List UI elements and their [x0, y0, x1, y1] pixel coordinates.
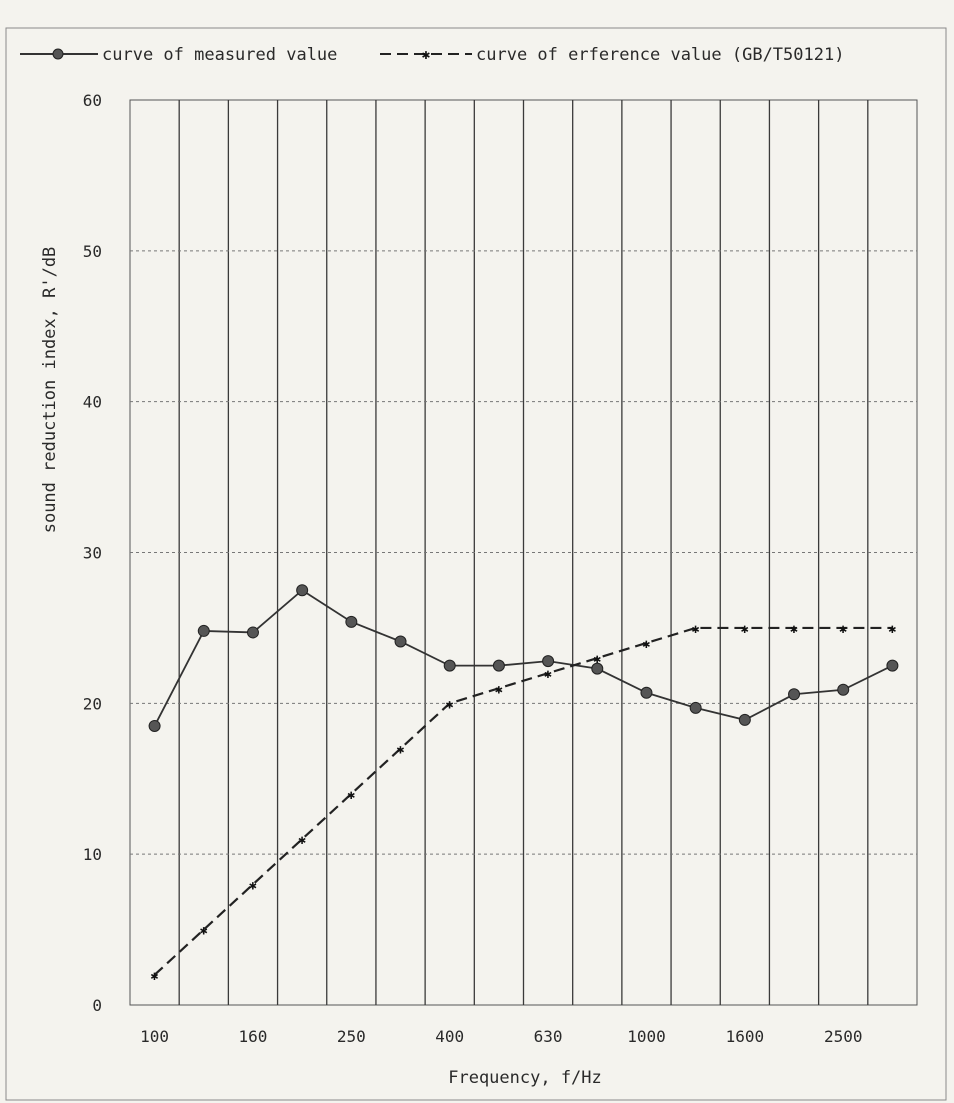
reference-point: ✱ [249, 878, 257, 893]
y-tick-label: 40 [83, 393, 102, 412]
x-tick-label: 160 [239, 1027, 268, 1046]
y-tick-label: 10 [83, 845, 102, 864]
x-tick-label: 1600 [726, 1027, 765, 1046]
reference-series-line [153, 626, 893, 976]
reference-point: ✱ [347, 788, 355, 803]
measured-point [640, 686, 653, 699]
legend: curve of measured value ✱ curve of erfer… [20, 45, 844, 65]
reference-point: ✱ [643, 637, 651, 652]
measured-point [246, 626, 259, 639]
y-tick-label: 30 [83, 544, 102, 563]
legend-measured-marker [52, 48, 64, 60]
grid [130, 100, 917, 1005]
measured-point [345, 615, 358, 628]
x-axis-label: Frequency, f/Hz [448, 1068, 602, 1088]
y-tick-label: 0 [92, 996, 102, 1015]
legend-reference-label: curve of erference value (GB/T50121) [476, 45, 844, 65]
y-tick-label: 50 [83, 242, 102, 261]
reference-point: ✱ [839, 622, 847, 637]
measured-point [788, 688, 801, 701]
y-tick-label: 60 [83, 91, 102, 110]
x-tick-label: 400 [435, 1027, 464, 1046]
reference-point: ✱ [790, 622, 798, 637]
y-axis-label: sound reduction index, R'/dB [40, 247, 60, 534]
outer-frame [5, 27, 947, 1101]
reference-point: ✱ [200, 924, 208, 939]
legend-reference-marker: ✱ [422, 47, 431, 63]
measured-point [837, 683, 850, 696]
reference-point: ✱ [593, 652, 601, 667]
x-tick-label: 630 [534, 1027, 563, 1046]
reference-point: ✱ [446, 697, 454, 712]
reference-point: ✱ [151, 969, 159, 984]
reference-point: ✱ [298, 833, 306, 848]
measured-point [591, 662, 604, 675]
measured-point [148, 719, 161, 732]
reference-point: ✱ [692, 622, 700, 637]
series: ✱ ✱ ✱ ✱ ✱ ✱ ✱ ✱ ✱ ✱ ✱ ✱ ✱ ✱ ✱ ✱ [148, 584, 899, 984]
measured-point [689, 701, 702, 714]
measured-point [296, 584, 309, 597]
legend-measured-label: curve of measured value [102, 45, 337, 65]
reference-point: ✱ [741, 622, 749, 637]
measured-point [738, 713, 751, 726]
x-tick-label: 2500 [824, 1027, 863, 1046]
measured-series-line [153, 589, 893, 727]
x-tick-labels: 100 160 250 400 630 1000 1600 2500 [140, 1027, 862, 1046]
x-tick-label: 1000 [627, 1027, 666, 1046]
y-tick-label: 20 [83, 694, 102, 713]
reference-point: ✱ [888, 622, 896, 637]
measured-point [886, 659, 899, 672]
measured-point [542, 655, 555, 668]
reference-point: ✱ [544, 667, 552, 682]
measured-point [492, 659, 505, 672]
x-tick-label: 250 [337, 1027, 366, 1046]
measured-point [443, 659, 456, 672]
measured-point [197, 624, 210, 637]
x-tick-label: 100 [140, 1027, 169, 1046]
measured-point [394, 635, 407, 648]
reference-point: ✱ [495, 682, 503, 697]
reference-point: ✱ [397, 743, 405, 758]
y-tick-labels: 0 10 20 30 40 50 60 [83, 91, 102, 1015]
